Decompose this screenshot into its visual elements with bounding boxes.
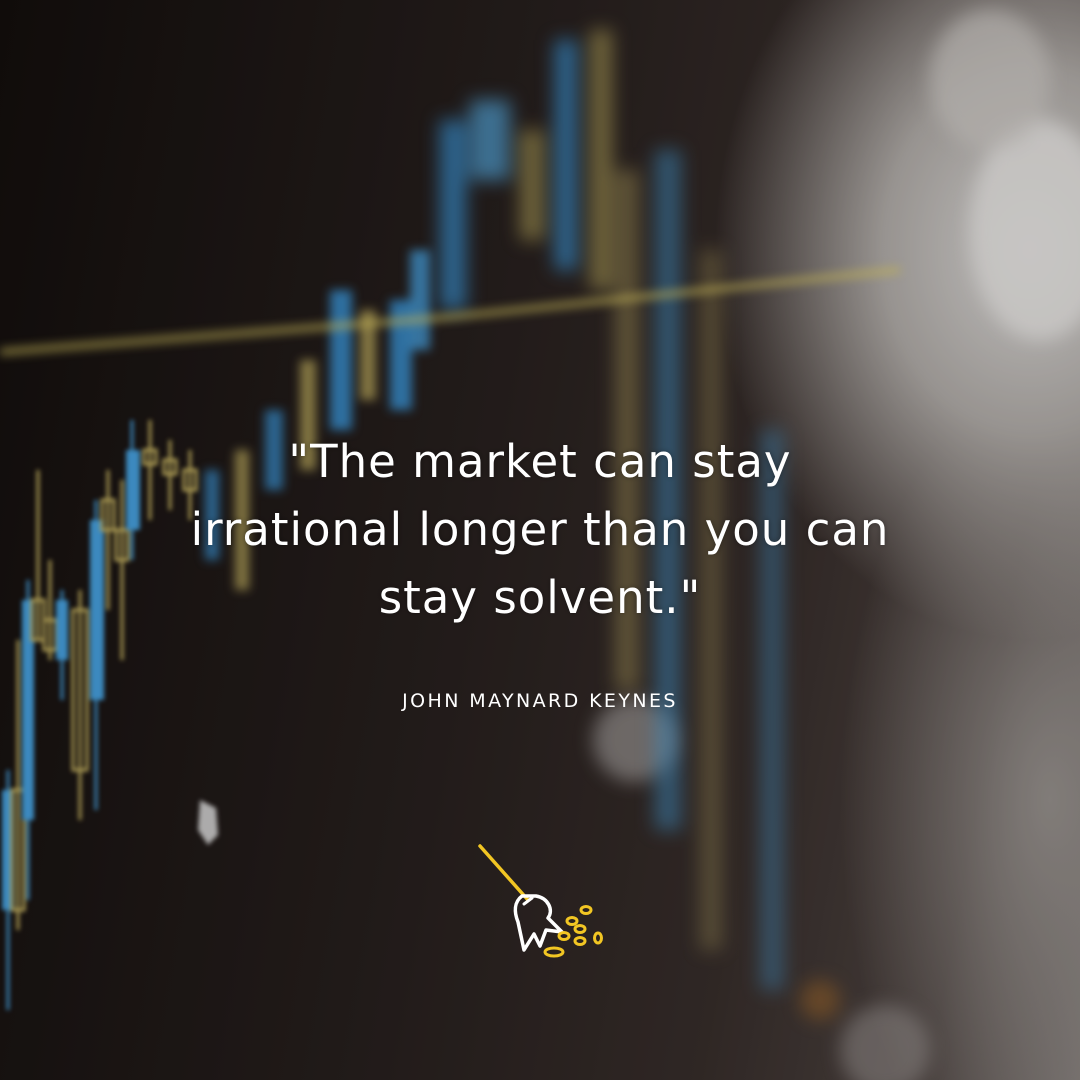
broom-sweeping-coins-icon <box>478 844 603 958</box>
chart-far-layer <box>440 30 784 990</box>
bokeh-highlights <box>593 10 1080 1080</box>
chart-mid-layer <box>0 250 901 590</box>
chart-near-layer <box>2 420 218 1010</box>
quote-text: "The market can stay irrational longer t… <box>190 435 890 624</box>
quote-author: JOHN MAYNARD KEYNES <box>402 690 678 712</box>
